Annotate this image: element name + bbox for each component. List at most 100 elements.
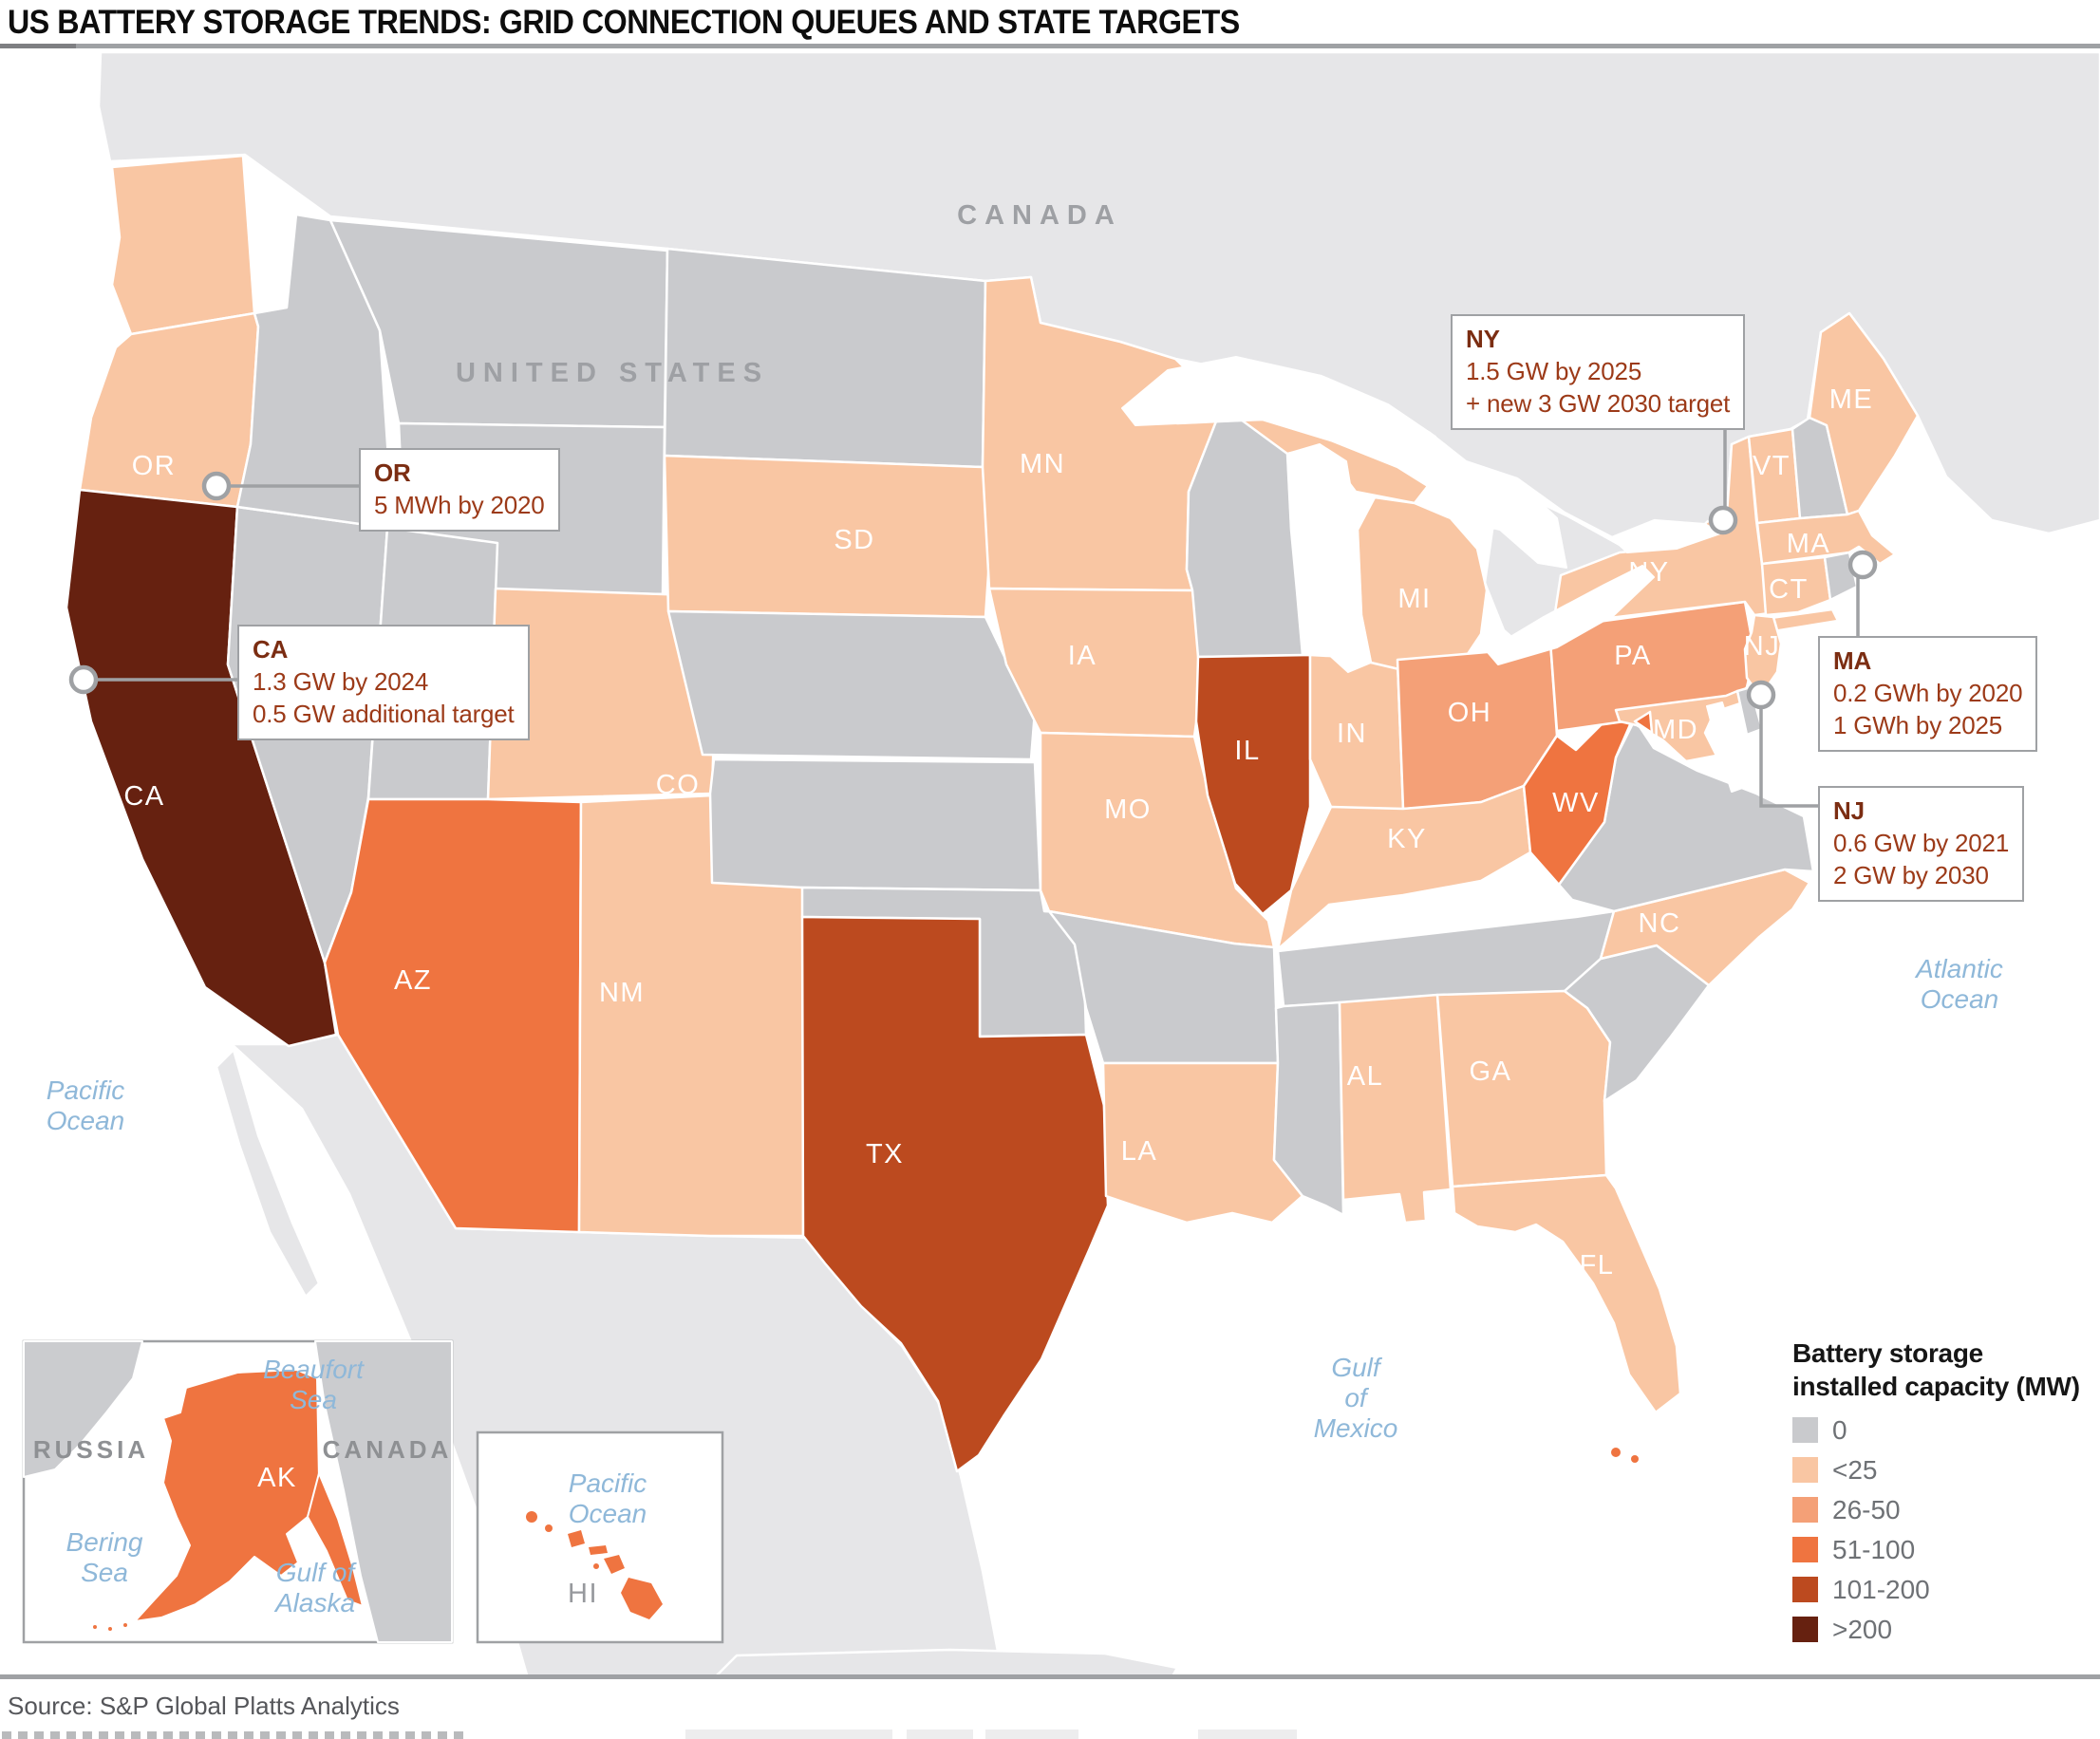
canada-inset-landmass (314, 1340, 453, 1643)
callout-markers (68, 471, 1878, 710)
state-label-wv: WV (1552, 788, 1600, 818)
state-label-al: AL (1347, 1061, 1383, 1092)
state-wv (1522, 712, 1637, 887)
state-me (1808, 311, 1920, 516)
pacific-ocean-label: Pacific (47, 1075, 124, 1105)
legend-label-gt200: >200 (1832, 1614, 1893, 1644)
legend-item-lt25: <25 (1792, 1454, 2080, 1485)
callout-nj-title: NJ (1833, 796, 1865, 825)
russia-landmass (23, 1340, 143, 1478)
state-dc (1633, 710, 1654, 735)
state-label-nm: NM (599, 978, 645, 1008)
callout-or-title: OR (374, 458, 411, 487)
state-label-ca: CA (123, 781, 164, 812)
hawaii-island (593, 1563, 599, 1569)
callout-nj-line: 0.6 GW by 2021 (1833, 829, 2010, 857)
state-ks (708, 757, 1042, 892)
title-rule (0, 44, 2100, 48)
source-credit: Source: S&P Global Platts Analytics (8, 1692, 400, 1720)
leader-nj (1759, 706, 1818, 808)
state-label-tx: TX (866, 1139, 904, 1169)
state-label-nj: NJ (1744, 631, 1780, 662)
russia-label: RUSSIA (33, 1435, 149, 1464)
state-label-ct: CT (1769, 574, 1809, 605)
legend-swatch-101-200 (1792, 1577, 1818, 1602)
beaufort-sea-label: Beaufort (263, 1355, 365, 1384)
callout-ny-title: NY (1466, 325, 1500, 353)
state-label-il: IL (1234, 736, 1260, 766)
canada-label: CANADA (957, 200, 1122, 231)
state-ak (134, 1369, 320, 1622)
callout-ma-title: MA (1833, 646, 1872, 675)
lake-michigan (1286, 443, 1372, 673)
legend-swatch-lt25 (1792, 1457, 1818, 1483)
alaska-inset: Beaufort Sea RUSSIA CANADA AK Bering Sea… (22, 1339, 454, 1644)
marker-ca (68, 664, 99, 695)
state-label-vt: VT (1753, 451, 1791, 481)
state-ga (1435, 989, 1612, 1188)
florida-keys (1611, 1448, 1621, 1457)
cropped-footer-artifact (1198, 1730, 1297, 1739)
callout-nj-line: 2 GW by 2030 (1833, 861, 1989, 889)
united-states-label: UNITED STATES (456, 358, 769, 388)
pacific-ocean-hi-label: Pacific (569, 1468, 647, 1498)
state-ak-panhandle (307, 1472, 364, 1607)
state-label-sd: SD (834, 525, 874, 555)
callout-leaders (95, 424, 1860, 808)
gulf-of-mexico-label: Gulf (1331, 1353, 1383, 1382)
callout-ma-line: 1 GWh by 2025 (1833, 711, 2003, 739)
gulf-of-alaska-label: Alaska (273, 1588, 355, 1617)
atlantic-ocean-label: Atlantic (1914, 954, 2003, 983)
callout-ny-line: 1.5 GW by 2025 (1466, 357, 1642, 385)
marker-ma (1847, 550, 1878, 580)
cropped-footer-artifact (907, 1730, 973, 1739)
state-nc (1599, 868, 1811, 987)
legend-swatch-51-100 (1792, 1537, 1818, 1562)
state-label-ia: IA (1068, 641, 1097, 671)
callout-nj: NJ 0.6 GW by 2021 2 GW by 2030 (1818, 786, 2025, 902)
canada-inset-label: CANADA (323, 1435, 453, 1464)
state-label-ny: NY (1628, 557, 1669, 588)
state-label-fl: FL (1580, 1250, 1615, 1281)
state-label-ga: GA (1470, 1056, 1512, 1087)
state-label-nc: NC (1639, 908, 1681, 939)
legend-swatch-0 (1792, 1417, 1818, 1443)
state-az (323, 797, 583, 1234)
legend-label-lt25: <25 (1832, 1454, 1878, 1485)
cropped-footnote-artifact (2, 1731, 465, 1739)
legend-label-0: 0 (1832, 1414, 1847, 1445)
hawaii-island (545, 1524, 553, 1532)
legend-swatch-26-50 (1792, 1497, 1818, 1523)
state-label-pa: PA (1614, 641, 1652, 671)
legend-item-gt200: >200 (1792, 1614, 2080, 1644)
legend-label-101-200: 101-200 (1832, 1574, 1930, 1604)
aleutian-island (106, 1625, 114, 1633)
cropped-footer-artifact (685, 1730, 892, 1739)
state-wa (110, 154, 256, 336)
state-label-mi: MI (1397, 584, 1431, 614)
page-title: US BATTERY STORAGE TRENDS: GRID CONNECTI… (8, 4, 1240, 41)
gulf-of-mexico-label: of (1344, 1383, 1370, 1412)
legend-item-0: 0 (1792, 1414, 2080, 1445)
aleutian-island (91, 1623, 99, 1631)
callout-or-line: 5 MWh by 2020 (374, 491, 545, 519)
state-label-ky: KY (1387, 824, 1427, 854)
hawaii-island (589, 1545, 608, 1555)
marker-ny (1708, 505, 1738, 535)
state-label-mo: MO (1104, 795, 1152, 825)
lake-huron (1414, 470, 1567, 569)
legend-label-51-100: 51-100 (1832, 1534, 1916, 1564)
legend-swatch-gt200 (1792, 1617, 1818, 1642)
state-ma (1755, 509, 1897, 566)
callout-or: OR 5 MWh by 2020 (359, 448, 560, 532)
beaufort-sea-label: Sea (290, 1385, 337, 1414)
state-label-ma: MA (1787, 529, 1831, 559)
state-label-oh: OH (1448, 698, 1492, 728)
chesapeake-bay (1706, 701, 1746, 793)
state-al (1338, 993, 1453, 1225)
florida-keys (1631, 1455, 1639, 1463)
baja-california (215, 1048, 321, 1299)
legend-label-26-50: 26-50 (1832, 1494, 1901, 1524)
lake-erie (1486, 565, 1655, 665)
